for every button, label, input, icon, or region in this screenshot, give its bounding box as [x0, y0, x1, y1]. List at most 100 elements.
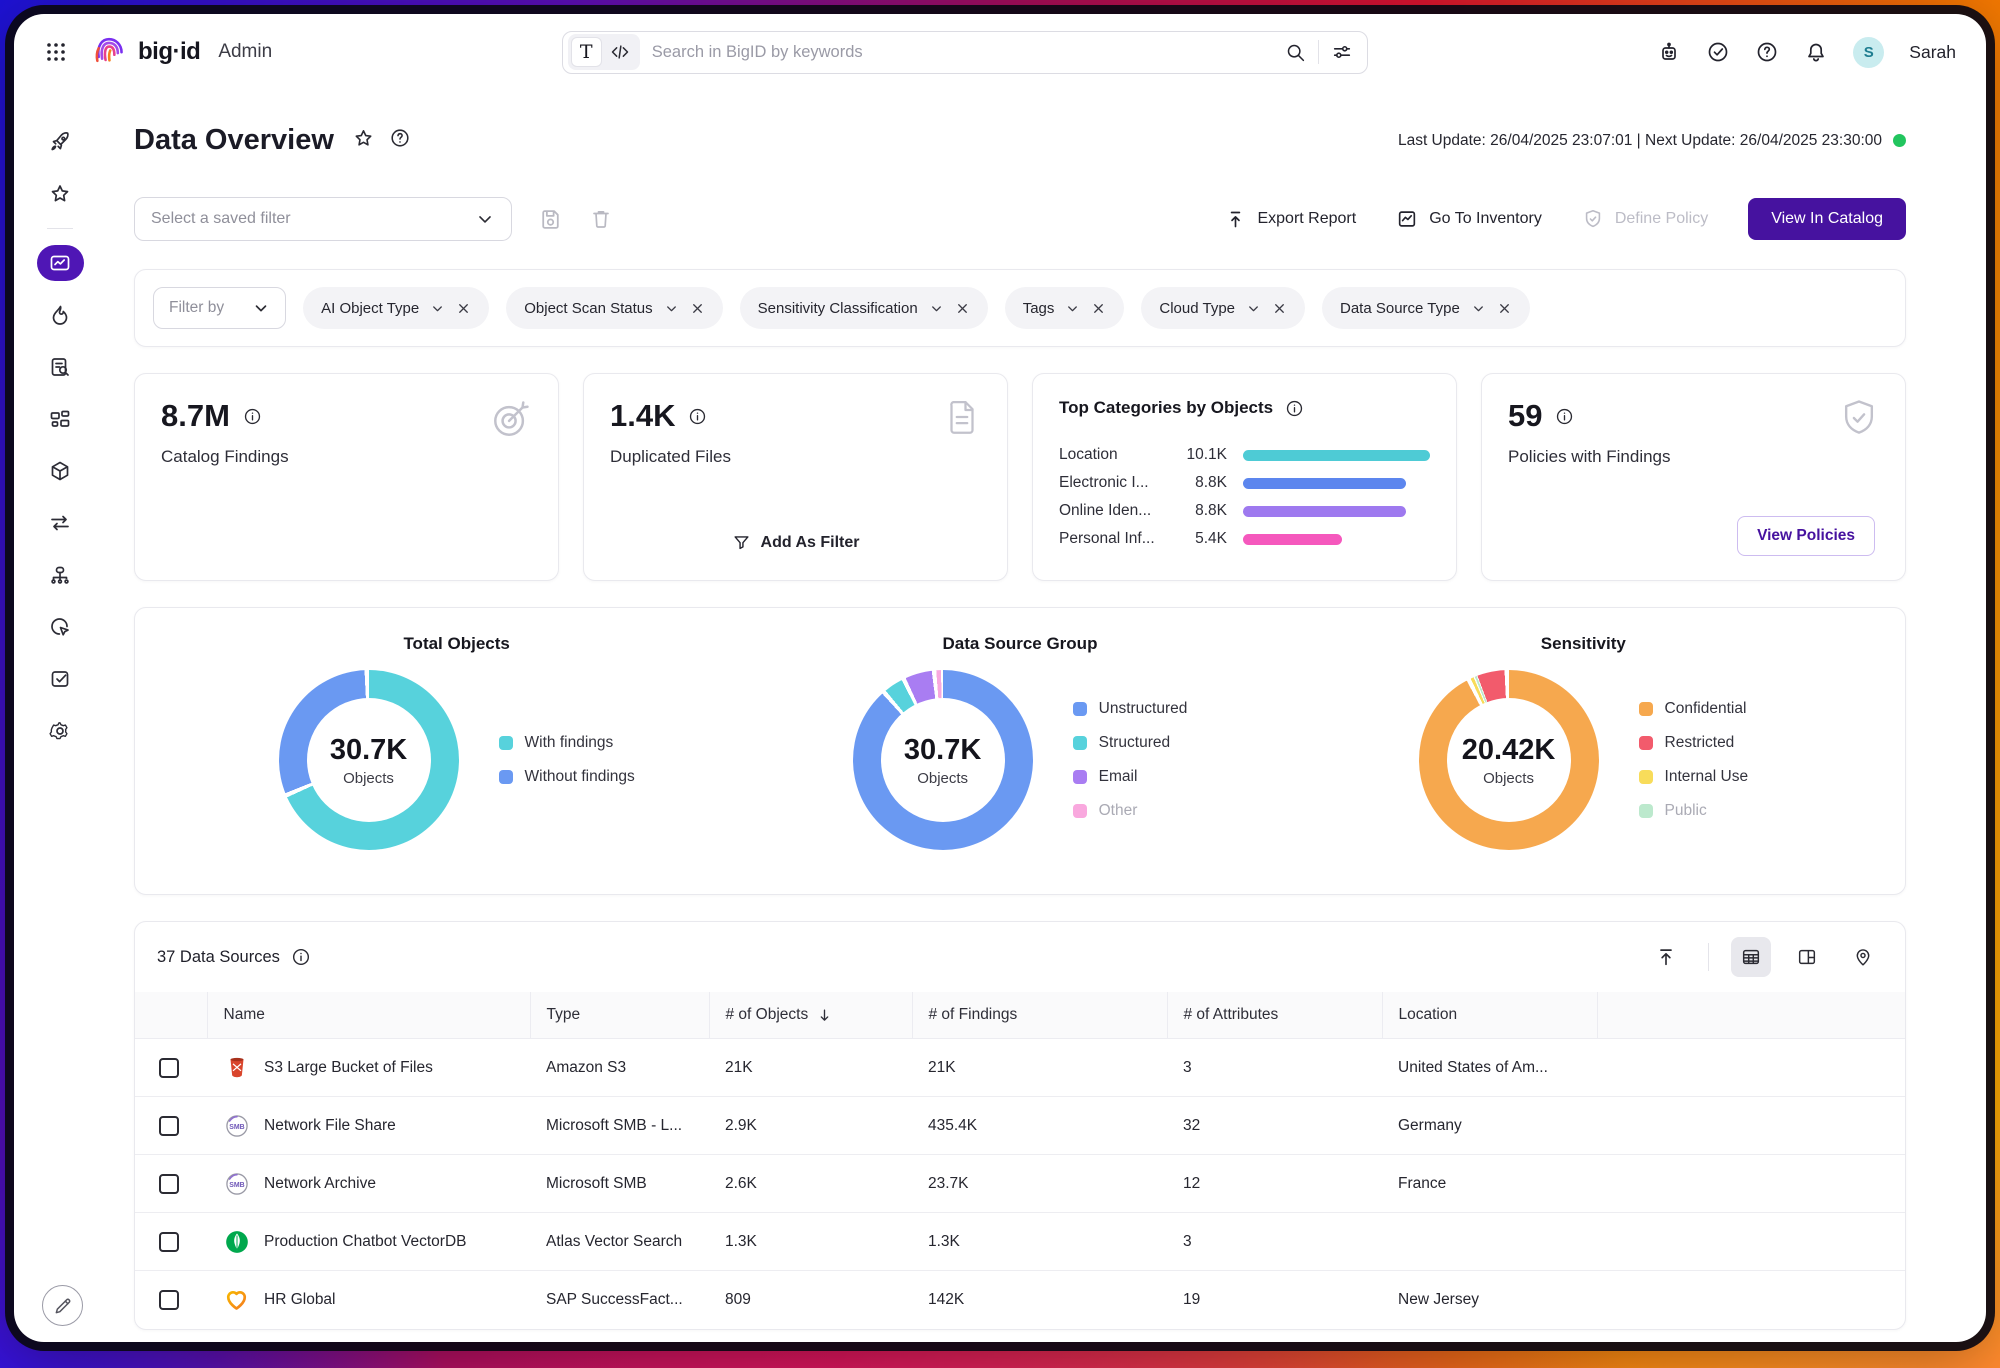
info-icon[interactable] [688, 407, 707, 426]
sidebar-exchange-arrows-icon[interactable] [37, 505, 84, 541]
help-icon[interactable] [1755, 40, 1779, 64]
sidebar-check-square-icon[interactable] [37, 661, 84, 697]
close-icon[interactable] [1272, 301, 1287, 316]
notifications-bell-icon[interactable] [1804, 40, 1828, 64]
data-sources-table: Name Type # of Objects # of Findings # o… [135, 992, 1905, 1329]
chevron-down-icon [931, 305, 941, 311]
funnel-icon [733, 536, 749, 550]
close-icon[interactable] [1091, 301, 1106, 316]
chevron-down-icon [1473, 305, 1483, 311]
data-sources-table-card: 37 Data Sources [134, 921, 1906, 1330]
assistant-bot-icon[interactable] [1657, 40, 1681, 64]
legend-item: Public [1638, 802, 1749, 820]
table-export-icon[interactable] [1646, 937, 1686, 977]
chip-sensitivity-classification[interactable]: Sensitivity Classification [739, 287, 988, 329]
sensitivity-donut: 20.42K Objects [1418, 670, 1599, 850]
go-to-inventory-button[interactable]: Go To Inventory [1396, 208, 1542, 230]
table-row[interactable]: S3 Large Bucket of Files Amazon S3 21K 2… [135, 1039, 1905, 1097]
close-icon[interactable] [1497, 301, 1512, 316]
sidebar-cube-icon[interactable] [37, 453, 84, 489]
sidebar-settings-gear-icon[interactable] [37, 713, 84, 749]
view-policies-button[interactable]: View Policies [1737, 516, 1875, 556]
search-input[interactable] [651, 42, 1273, 62]
sidebar-document-search-icon[interactable] [37, 349, 84, 385]
chip-ai-object-type[interactable]: AI Object Type [303, 287, 490, 329]
column-attributes[interactable]: # of Attributes [1166, 992, 1382, 1039]
column-location[interactable]: Location [1381, 992, 1597, 1039]
app-launcher-grid-icon[interactable] [44, 40, 68, 64]
brand-name: big·id [138, 38, 201, 65]
column-name[interactable]: Name [206, 992, 530, 1039]
row-checkbox[interactable] [159, 1231, 179, 1252]
chip-cloud-type[interactable]: Cloud Type [1141, 287, 1305, 329]
tasks-check-icon[interactable] [1706, 40, 1730, 64]
chevron-down-icon [433, 305, 443, 311]
page-help-icon[interactable] [389, 127, 411, 154]
search-icon[interactable] [1285, 42, 1306, 63]
define-policy-button[interactable]: Define Policy [1582, 208, 1708, 230]
saved-filter-row: Select a saved filter Export Report [134, 197, 1906, 241]
data-source-group-chart: Data Source Group 30.7K Objects Unstruc [738, 634, 1301, 870]
top-navbar: big·id Admin T [14, 14, 1986, 90]
user-name: Sarah [1909, 41, 1956, 62]
info-icon[interactable] [1285, 399, 1304, 418]
global-search: T [561, 30, 1368, 74]
row-checkbox[interactable] [159, 1173, 179, 1194]
sap-successfactors-heart-icon [223, 1286, 250, 1313]
row-checkbox[interactable] [159, 1289, 179, 1310]
close-icon[interactable] [456, 301, 471, 316]
category-bar-row: Electronic I... 8.8K [1059, 474, 1430, 492]
close-icon[interactable] [955, 301, 970, 316]
add-as-filter-button[interactable]: Add As Filter [584, 533, 1007, 552]
filter-by-select[interactable]: Filter by [153, 287, 287, 329]
sidebar-flame-icon[interactable] [37, 297, 84, 333]
delete-filter-trash-icon[interactable] [589, 207, 613, 231]
column-findings[interactable]: # of Findings [911, 992, 1167, 1039]
file-icon [941, 396, 983, 443]
sidebar-data-overview-icon[interactable] [36, 245, 84, 281]
duplicated-files-card: 1.4K Duplicated Files Add As Filter [583, 373, 1008, 581]
sidebar-star-icon[interactable] [37, 176, 84, 212]
info-icon[interactable] [243, 407, 262, 426]
column-objects[interactable]: # of Objects [708, 992, 912, 1039]
info-icon[interactable] [291, 947, 311, 967]
sidebar-cursor-click-icon[interactable] [37, 609, 84, 645]
view-in-catalog-button[interactable]: View In Catalog [1748, 198, 1906, 240]
favorite-star-icon[interactable] [352, 127, 375, 155]
query-search-toggle[interactable] [604, 37, 637, 67]
row-checkbox[interactable] [159, 1115, 179, 1136]
page-title: Data Overview [134, 124, 334, 156]
table-row[interactable]: Production Chatbot VectorDB Atlas Vector… [135, 1212, 1905, 1271]
legend-item: Restricted [1638, 734, 1749, 752]
data-source-group-donut: 30.7K Objects [852, 670, 1033, 850]
table-row[interactable]: HR Global SAP SuccessFact... 809 142K 19… [135, 1270, 1905, 1329]
chevron-down-icon [1249, 305, 1258, 311]
category-bar-row: Location 10.1K [1059, 446, 1430, 464]
row-checkbox[interactable] [159, 1057, 179, 1078]
edit-pencil-fab[interactable] [42, 1285, 83, 1326]
search-filters-icon[interactable] [1331, 41, 1353, 63]
user-avatar[interactable]: S [1853, 36, 1885, 68]
close-icon[interactable] [690, 301, 705, 316]
sidebar-data-map-icon[interactable] [37, 401, 84, 437]
split-view-icon[interactable] [1787, 937, 1827, 977]
bar [1243, 449, 1430, 461]
column-type[interactable]: Type [529, 992, 709, 1039]
top-categories-card: Top Categories by Objects Location 10.1K [1032, 373, 1457, 581]
info-icon[interactable] [1555, 407, 1574, 426]
chip-object-scan-status[interactable]: Object Scan Status [506, 287, 723, 329]
text-search-toggle[interactable]: T [570, 37, 602, 67]
table-row[interactable]: SMB Network File Share Microsoft SMB - L… [135, 1096, 1905, 1155]
sidebar-network-icon[interactable] [37, 557, 84, 593]
table-row[interactable]: SMB Network Archive Microsoft SMB 2.6K 2… [135, 1154, 1905, 1213]
legend-item: Confidential [1638, 700, 1749, 718]
save-filter-icon[interactable] [538, 207, 563, 232]
export-report-button[interactable]: Export Report [1225, 209, 1356, 230]
table-view-icon[interactable] [1731, 937, 1771, 977]
chip-tags[interactable]: Tags [1004, 287, 1125, 329]
chip-data-source-type[interactable]: Data Source Type [1322, 287, 1530, 329]
saved-filter-select[interactable]: Select a saved filter [134, 197, 512, 241]
sidebar-rocket-icon[interactable] [37, 124, 84, 160]
chevron-down-icon [255, 305, 267, 312]
map-view-pin-icon[interactable] [1843, 937, 1883, 977]
